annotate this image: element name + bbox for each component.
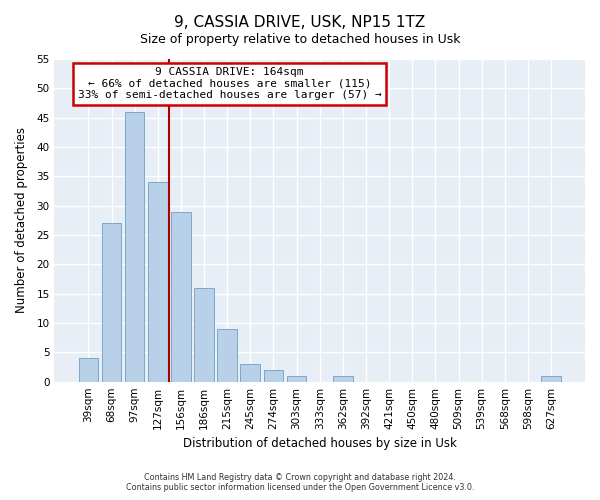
Bar: [148, 182, 167, 382]
Bar: [287, 376, 307, 382]
Bar: [333, 376, 353, 382]
Bar: [263, 370, 283, 382]
Bar: [79, 358, 98, 382]
Bar: [125, 112, 145, 382]
Text: Size of property relative to detached houses in Usk: Size of property relative to detached ho…: [140, 32, 460, 46]
Bar: [171, 212, 191, 382]
Bar: [217, 329, 237, 382]
Y-axis label: Number of detached properties: Number of detached properties: [15, 128, 28, 314]
Text: 9 CASSIA DRIVE: 164sqm
← 66% of detached houses are smaller (115)
33% of semi-de: 9 CASSIA DRIVE: 164sqm ← 66% of detached…: [77, 67, 382, 100]
Bar: [541, 376, 561, 382]
X-axis label: Distribution of detached houses by size in Usk: Distribution of detached houses by size …: [183, 437, 457, 450]
Text: 9, CASSIA DRIVE, USK, NP15 1TZ: 9, CASSIA DRIVE, USK, NP15 1TZ: [175, 15, 425, 30]
Bar: [194, 288, 214, 382]
Bar: [241, 364, 260, 382]
Text: Contains HM Land Registry data © Crown copyright and database right 2024.
Contai: Contains HM Land Registry data © Crown c…: [126, 473, 474, 492]
Bar: [101, 224, 121, 382]
